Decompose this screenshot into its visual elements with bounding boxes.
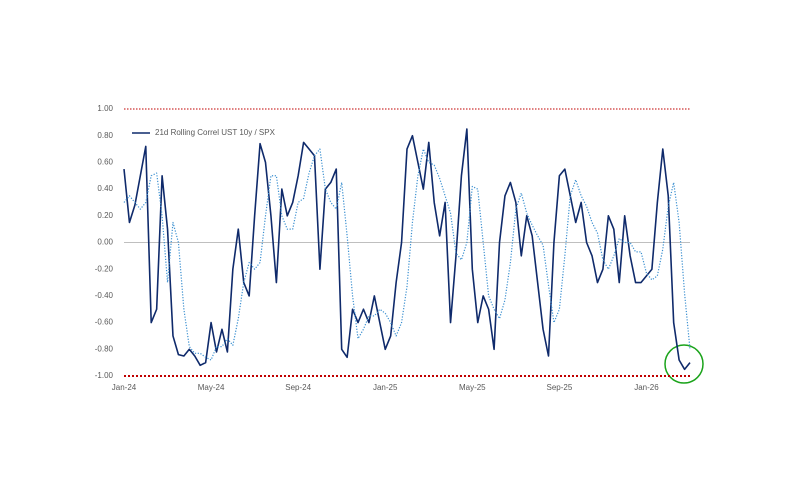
y-tick-label: -0.20 [95,264,114,273]
x-tick-label: Sep-24 [285,383,311,392]
y-tick-label: 0.80 [97,131,113,140]
y-tick-label: -1.00 [95,371,114,380]
y-tick-label: 0.40 [97,184,113,193]
highlight-circle [664,344,704,384]
series-line [123,128,691,371]
y-tick-label: 0.60 [97,158,113,167]
x-tick-label: May-25 [459,383,486,392]
y-tick-label: 0.00 [97,238,113,247]
x-tick-label: Sep-25 [546,383,572,392]
legend-label: 21d Rolling Correl UST 10y / SPX [155,128,276,137]
y-tick-label: -0.80 [95,344,114,353]
x-tick-label: May-24 [198,383,225,392]
y-tick-label: -0.60 [95,318,114,327]
series-line [123,148,691,361]
x-tick-label: Jan-25 [373,383,398,392]
y-tick-label: -0.40 [95,291,114,300]
y-tick-label: 1.00 [97,104,113,113]
y-tick-label: 0.20 [97,211,113,220]
x-tick-label: Jan-26 [634,383,659,392]
x-tick-label: Jan-24 [112,383,137,392]
